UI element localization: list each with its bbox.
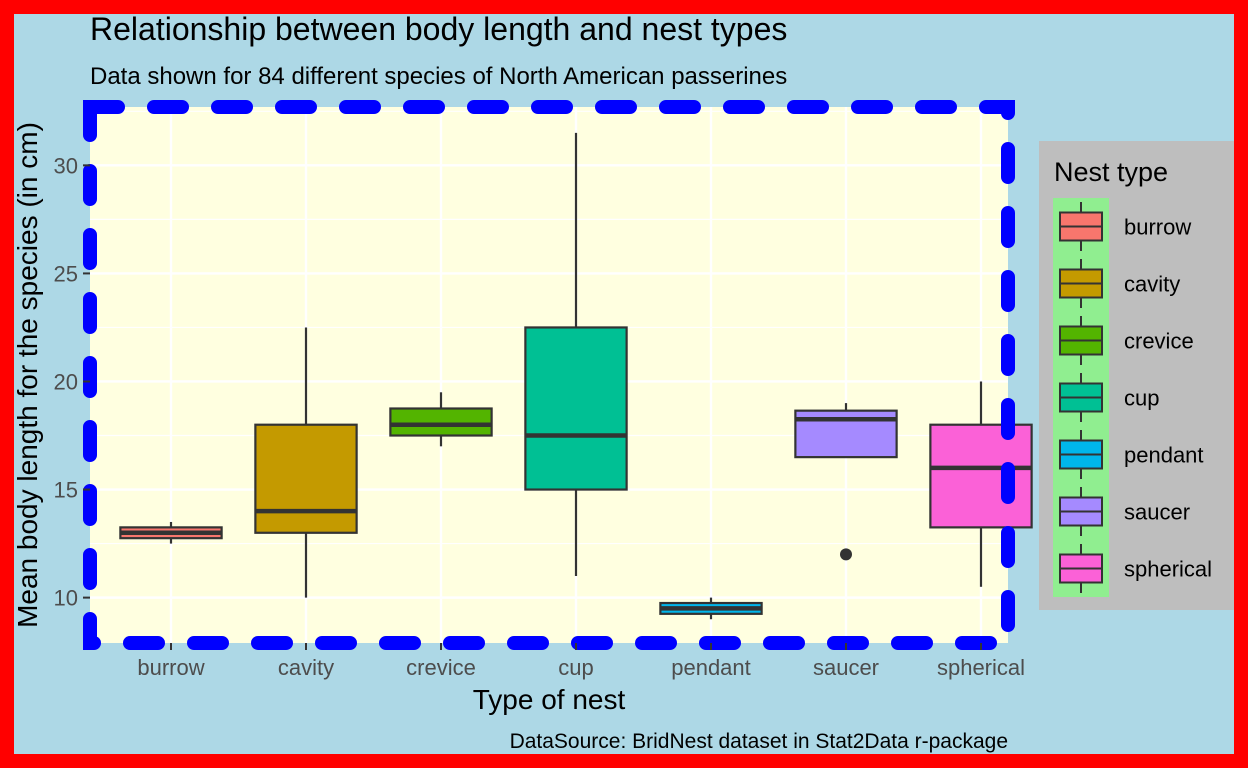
y-axis-title: Mean body length for the species (in cm): [12, 122, 43, 628]
legend-item-pendant: pendant: [1059, 430, 1204, 479]
x-tick-label: saucer: [813, 655, 879, 680]
box-spherical: [929, 423, 1033, 529]
legend-label: burrow: [1124, 215, 1191, 240]
legend-title: Nest type: [1054, 157, 1168, 187]
legend-label: saucer: [1124, 500, 1190, 525]
boxplots: [119, 132, 1033, 620]
box-cup: [524, 326, 628, 491]
x-axis-title: Type of nest: [473, 684, 626, 715]
legend-label: crevice: [1124, 329, 1194, 354]
legend-label: cavity: [1124, 272, 1180, 297]
boxplot-pendant: [659, 597, 763, 620]
legend-item-cavity: cavity: [1059, 259, 1180, 308]
y-tick-label: 20: [54, 369, 78, 394]
legend-item-crevice: crevice: [1059, 316, 1194, 365]
legend-label: spherical: [1124, 557, 1212, 582]
x-tick-label: cavity: [278, 655, 334, 680]
y-tick-label: 30: [54, 153, 78, 178]
legend-item-burrow: burrow: [1059, 202, 1191, 251]
legend-item-cup: cup: [1059, 373, 1159, 422]
chart-caption: DataSource: BridNest dataset in Stat2Dat…: [510, 730, 1008, 753]
y-tick-label: 15: [54, 478, 78, 503]
boxplot-burrow: [119, 521, 223, 544]
x-tick-label: cup: [558, 655, 593, 680]
x-tick-label: spherical: [937, 655, 1025, 680]
legend-label: cup: [1124, 386, 1159, 411]
boxplot-cavity: [254, 327, 358, 598]
legend-item-spherical: spherical: [1059, 544, 1212, 593]
y-tick-label: 25: [54, 261, 78, 286]
x-tick-label: pendant: [671, 655, 751, 680]
box-crevice: [389, 407, 493, 437]
legend-item-saucer: saucer: [1059, 487, 1190, 536]
box-cavity: [254, 423, 358, 534]
panel-border: [83, 100, 1015, 650]
chart-subtitle: Data shown for 84 different species of N…: [90, 63, 787, 90]
x-axis: burrow cavity crevice cup pendant saucer spher…: [137, 643, 1025, 680]
boxplot-saucer: [794, 403, 898, 561]
legend: Nest type burrow cavity crevice cup pendant s…: [1039, 141, 1234, 610]
y-axis: 10 15 20 25 30: [54, 153, 90, 611]
legend-label: pendant: [1124, 443, 1204, 468]
legend-items: burrow cavity crevice cup pendant saucer spher…: [1059, 202, 1212, 593]
y-tick-label: 10: [54, 586, 78, 611]
boxplot-cup: [524, 132, 628, 576]
chart-title: Relationship between body length and nes…: [90, 11, 787, 47]
x-tick-label: burrow: [137, 655, 204, 680]
boxplot-crevice: [389, 392, 493, 447]
outlier-point: [840, 548, 852, 561]
x-tick-label: crevice: [406, 655, 476, 680]
boxplot-spherical: [929, 381, 1033, 587]
